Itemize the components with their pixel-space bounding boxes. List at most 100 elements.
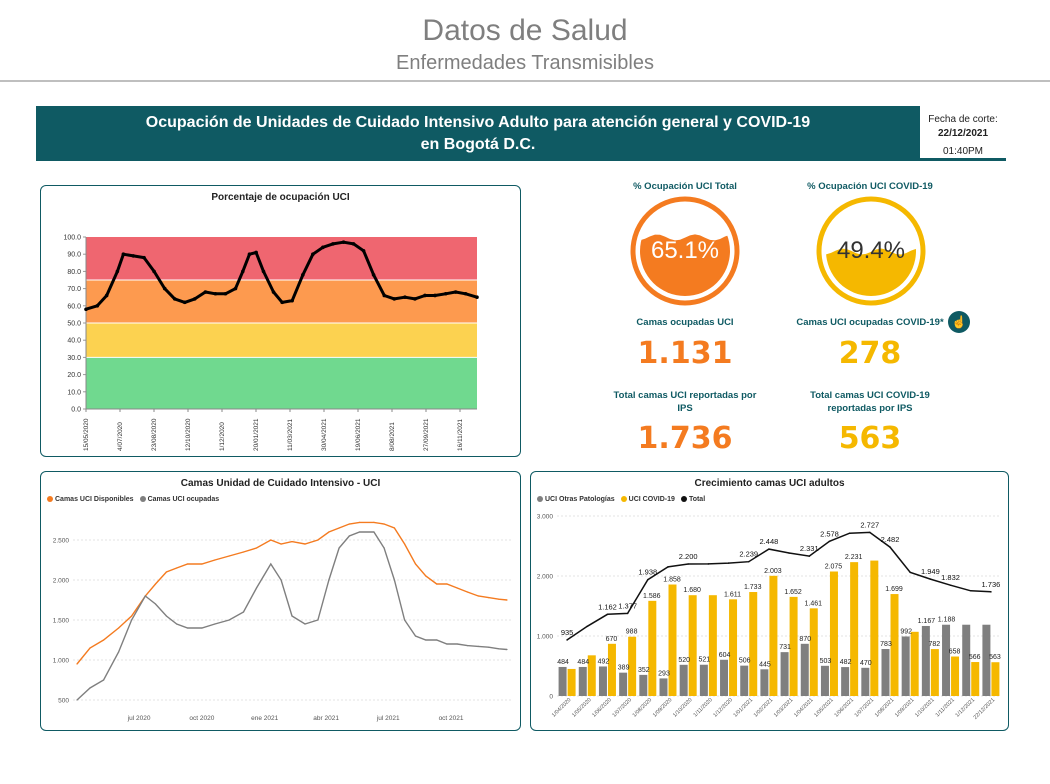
icu-growth-title: Crecimiento camas UCI adultos	[694, 478, 845, 489]
series-point-1	[393, 579, 395, 581]
occupancy-point	[433, 293, 437, 298]
bar-covid	[971, 662, 980, 696]
series-point-0	[348, 523, 350, 525]
bar-other-label: 1.188	[938, 617, 956, 624]
series-point-1	[89, 687, 91, 689]
total-label: 1.832	[941, 573, 960, 582]
occupancy-point	[84, 307, 88, 312]
bar-other	[558, 666, 567, 696]
series-point-1	[291, 615, 293, 617]
series-point-0	[498, 598, 500, 600]
x-tick-label: 1/08/2021	[874, 697, 896, 719]
total-point	[566, 639, 568, 641]
total-point	[647, 578, 649, 581]
total-label: 935	[561, 628, 574, 637]
bar-covid-label: 988	[626, 629, 638, 636]
icu-beds-title: Camas Unidad de Cuidado Intensivo - UCI	[180, 478, 381, 489]
series-point-1	[304, 623, 306, 625]
series-line-1	[76, 531, 508, 701]
series-point-0	[466, 591, 469, 593]
series-point-1	[425, 639, 427, 641]
series-point-0	[131, 615, 133, 617]
bar-other-label: 506	[739, 658, 751, 665]
series-point-1	[280, 579, 282, 581]
occupancy-point	[361, 248, 366, 253]
total-point	[707, 563, 710, 565]
bar-covid	[607, 643, 616, 696]
bar-other	[760, 669, 769, 696]
series-point-1	[214, 623, 216, 625]
bar-covid	[729, 599, 738, 696]
total-label: 2.200	[679, 552, 698, 561]
series-point-0	[214, 559, 216, 561]
cutoff-label: Fecha de corte:	[928, 114, 998, 125]
y-tick-label: 2.000	[53, 578, 70, 585]
occupancy-point	[311, 252, 315, 256]
bar-covid-label: 1.680	[683, 587, 701, 594]
y-tick-label: 0.0	[71, 407, 81, 414]
x-tick-label: 16/11/2021	[457, 419, 464, 451]
bar-covid-label: 1.699	[885, 586, 903, 593]
series-point-1	[348, 535, 350, 537]
x-tick-label: jul 2020	[127, 715, 151, 722]
y-tick-label: 0	[549, 694, 553, 701]
series-point-1	[242, 611, 245, 613]
series-point-0	[176, 567, 178, 569]
series-point-0	[154, 583, 157, 585]
total-label: 1.949	[921, 567, 940, 576]
occupancy-point	[223, 291, 228, 296]
bar-other	[820, 665, 829, 696]
y-tick-label: 100.0	[63, 235, 81, 242]
total-label: 2.239	[739, 550, 758, 559]
banner-title-line1: Ocupación de Unidades de Cuidado Intensi…	[145, 113, 811, 131]
x-tick-label: 1/06/2020	[591, 697, 613, 719]
occupancy-point	[172, 297, 177, 301]
x-tick-label: 1/05/2020	[571, 697, 593, 719]
series-point-1	[228, 619, 230, 621]
cutoff-date-box: Fecha de corte: 22/12/2021 01:40PM	[920, 106, 1006, 161]
series-point-0	[255, 547, 258, 549]
occupancy-point	[192, 297, 197, 301]
series-point-1	[456, 643, 458, 645]
cutoff-date: 22/12/2021	[937, 128, 989, 139]
series-point-0	[242, 551, 245, 553]
touch-info-icon[interactable]: ☝	[948, 311, 970, 333]
y-tick-label: 3.000	[537, 514, 554, 521]
bar-covid-label: 2.231	[845, 554, 863, 561]
bar-other	[881, 649, 890, 696]
x-tick-label: oct 2020	[189, 715, 214, 722]
series-point-0	[317, 539, 319, 541]
dashboard-banner: Ocupación de Unidades de Cuidado Intensi…	[36, 106, 920, 161]
series-point-1	[317, 619, 319, 621]
total-point	[909, 571, 911, 574]
bar-covid-label: 1.733	[744, 584, 762, 591]
series-point-0	[270, 539, 272, 541]
bar-covid-label: 1.611	[724, 591, 741, 598]
occupancy-covid-gauge: 49.4%	[816, 196, 926, 306]
bar-covid	[567, 668, 576, 696]
occupancy-covid-value: 49.4%	[837, 237, 905, 264]
series-line-0	[76, 521, 508, 665]
bar-other	[598, 666, 607, 696]
bar-other	[921, 625, 930, 696]
series-point-1	[76, 699, 78, 701]
bar-other-label: 484	[557, 659, 569, 666]
icu-beds-panel: Camas Unidad de Cuidado Intensivo - UCI …	[40, 471, 521, 731]
beds-occupied-value: 1.131	[637, 336, 733, 371]
x-tick-label: 1/04/2020	[551, 697, 573, 719]
bar-other-label: 470	[860, 660, 872, 667]
total-point	[808, 555, 811, 557]
series-point-0	[393, 527, 395, 529]
series-point-1	[404, 619, 406, 621]
series-point-1	[176, 623, 178, 625]
bar-covid-label: 658	[949, 649, 961, 656]
occupancy-point	[142, 255, 146, 260]
beds-covid-total-label: Total camas UCI COVID-19 reportadas por I…	[810, 390, 930, 414]
icu-growth-legend: UCI Otras Patologías UCI COVID-19 Total	[537, 496, 705, 503]
series-point-0	[103, 639, 105, 641]
series-point-1	[118, 651, 120, 653]
total-label: 1.377	[618, 601, 637, 610]
series-point-0	[228, 555, 230, 557]
icu-growth-panel: Crecimiento camas UCI adultos UCI Otras …	[530, 471, 1009, 731]
bar-other-label: 783	[880, 641, 892, 648]
